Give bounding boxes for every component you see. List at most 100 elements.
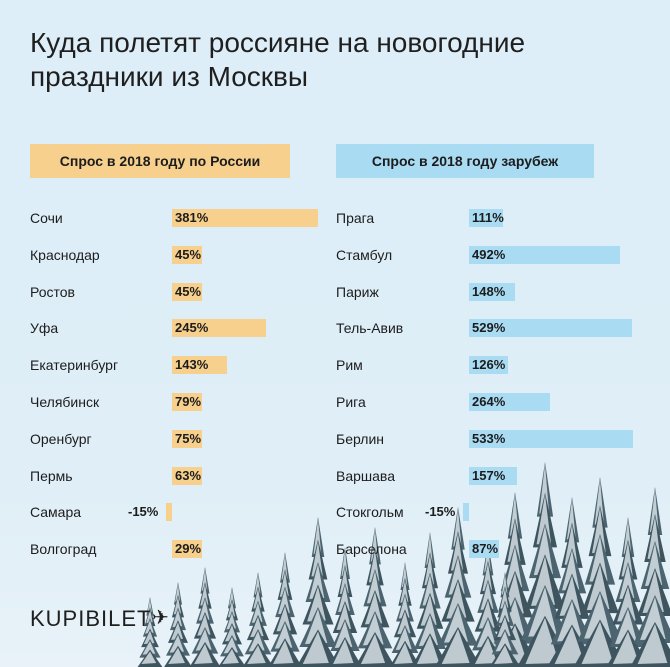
city-label: Оренбург bbox=[30, 430, 92, 447]
chart-row: Варшава 157% bbox=[336, 465, 643, 487]
city-label: Париж bbox=[336, 283, 379, 300]
city-label: Барселона bbox=[336, 541, 407, 558]
bar bbox=[469, 429, 633, 448]
city-label: Челябинск bbox=[30, 394, 100, 410]
chart-row: Рига 264% bbox=[336, 391, 643, 413]
value-label: 264% bbox=[472, 394, 506, 409]
value-label: 126% bbox=[472, 357, 506, 373]
bar bbox=[469, 209, 504, 227]
city-label: Ростов bbox=[30, 283, 75, 300]
tree-19 bbox=[489, 572, 521, 667]
chart-row: Краснодар 45% bbox=[30, 244, 328, 266]
chart-row: Сочи 381% bbox=[30, 207, 328, 229]
tree-5 bbox=[434, 507, 482, 667]
value-label: 245% bbox=[175, 320, 209, 336]
plane-icon: ✈ bbox=[152, 607, 169, 629]
chart-row: Барселона 87% bbox=[336, 538, 643, 560]
tree-4 bbox=[411, 532, 449, 667]
chart-row: Стамбул 492% bbox=[336, 244, 643, 266]
bar bbox=[166, 503, 172, 522]
chart-row: Екатеринбург 143% bbox=[30, 354, 328, 376]
city-label: Краснодар bbox=[30, 246, 100, 263]
value-label: 63% bbox=[175, 467, 202, 483]
value-label: -15% bbox=[425, 504, 456, 520]
chart-row: Стокгольм -15% bbox=[336, 501, 643, 523]
value-label: 148% bbox=[472, 283, 506, 299]
tree-1 bbox=[327, 547, 363, 667]
bar bbox=[172, 245, 202, 264]
value-label: -15% bbox=[128, 504, 159, 520]
page-title: Куда полетят россияне на новогодние праз… bbox=[30, 27, 526, 92]
city-label: Стокгольм bbox=[336, 504, 404, 521]
kupibilet-logo: KUPIBILET bbox=[30, 606, 152, 631]
city-label: Берлин bbox=[336, 430, 385, 447]
bar bbox=[172, 466, 202, 485]
chart-row: Берлин 533% bbox=[336, 428, 643, 450]
bar bbox=[469, 282, 515, 301]
chart-row: Челябинск 79% bbox=[30, 391, 328, 413]
value-label: 45% bbox=[175, 246, 202, 262]
value-label: 29% bbox=[175, 541, 202, 557]
bar bbox=[172, 209, 318, 227]
bar bbox=[463, 503, 469, 522]
tree-17 bbox=[267, 552, 303, 667]
tree-18 bbox=[137, 597, 163, 667]
chart-row: Оренбург 75% bbox=[30, 428, 328, 450]
value-label: 143% bbox=[175, 357, 209, 373]
city-label: Волгоград bbox=[30, 541, 97, 558]
bar bbox=[172, 319, 266, 338]
chart-row: Пермь 63% bbox=[30, 465, 328, 487]
tree-0 bbox=[296, 517, 340, 667]
city-label: Рим bbox=[336, 357, 363, 374]
value-label: 492% bbox=[472, 246, 506, 262]
tree-14 bbox=[189, 567, 221, 667]
tree-3 bbox=[389, 562, 421, 667]
chart-row: Тель-Авив 529% bbox=[336, 317, 643, 339]
chart-row: Волгоград 29% bbox=[30, 538, 328, 560]
russia-header: Спрос в 2018 году по России bbox=[30, 144, 290, 178]
chart-row: Прага 111% bbox=[336, 207, 643, 229]
chart-row: Самара -15% bbox=[30, 501, 328, 523]
city-label: Екатеринбург bbox=[30, 357, 119, 374]
tree-16 bbox=[242, 572, 274, 667]
tree-8 bbox=[517, 462, 573, 667]
chart-row: Париж 148% bbox=[336, 281, 643, 303]
abroad-header: Спрос в 2018 году зарубеж bbox=[336, 144, 594, 178]
value-label: 381% bbox=[175, 210, 209, 225]
bar bbox=[469, 319, 632, 338]
value-label: 157% bbox=[472, 467, 506, 483]
city-label: Сочи bbox=[30, 210, 63, 226]
tree-12 bbox=[630, 487, 670, 667]
value-label: 533% bbox=[472, 430, 506, 446]
bar bbox=[469, 356, 508, 375]
value-label: 111% bbox=[472, 210, 504, 225]
value-label: 79% bbox=[175, 394, 202, 409]
value-label: 75% bbox=[175, 430, 202, 446]
value-label: 87% bbox=[472, 541, 499, 557]
bar bbox=[469, 466, 518, 485]
city-label: Тель-Авив bbox=[336, 320, 404, 337]
tree-13 bbox=[164, 582, 192, 667]
tree-2 bbox=[354, 527, 396, 667]
city-label: Рига bbox=[336, 394, 366, 410]
city-label: Пермь bbox=[30, 467, 73, 484]
bar bbox=[172, 356, 227, 375]
value-label: 45% bbox=[175, 283, 202, 299]
bar bbox=[172, 540, 202, 559]
bar bbox=[469, 540, 499, 559]
value-label: 529% bbox=[472, 320, 506, 336]
city-label: Варшава bbox=[336, 467, 395, 484]
city-label: Самара bbox=[30, 504, 82, 521]
tree-15 bbox=[218, 587, 246, 667]
bar bbox=[469, 393, 551, 411]
bar bbox=[172, 429, 202, 448]
bar bbox=[172, 282, 202, 301]
city-label: Прага bbox=[336, 210, 375, 226]
city-label: Уфа bbox=[30, 320, 59, 337]
bar bbox=[469, 245, 621, 264]
chart-row: Рим 126% bbox=[336, 354, 643, 376]
chart-row: Уфа 245% bbox=[30, 317, 328, 339]
chart-row: Ростов 45% bbox=[30, 281, 328, 303]
city-label: Стамбул bbox=[336, 246, 393, 263]
